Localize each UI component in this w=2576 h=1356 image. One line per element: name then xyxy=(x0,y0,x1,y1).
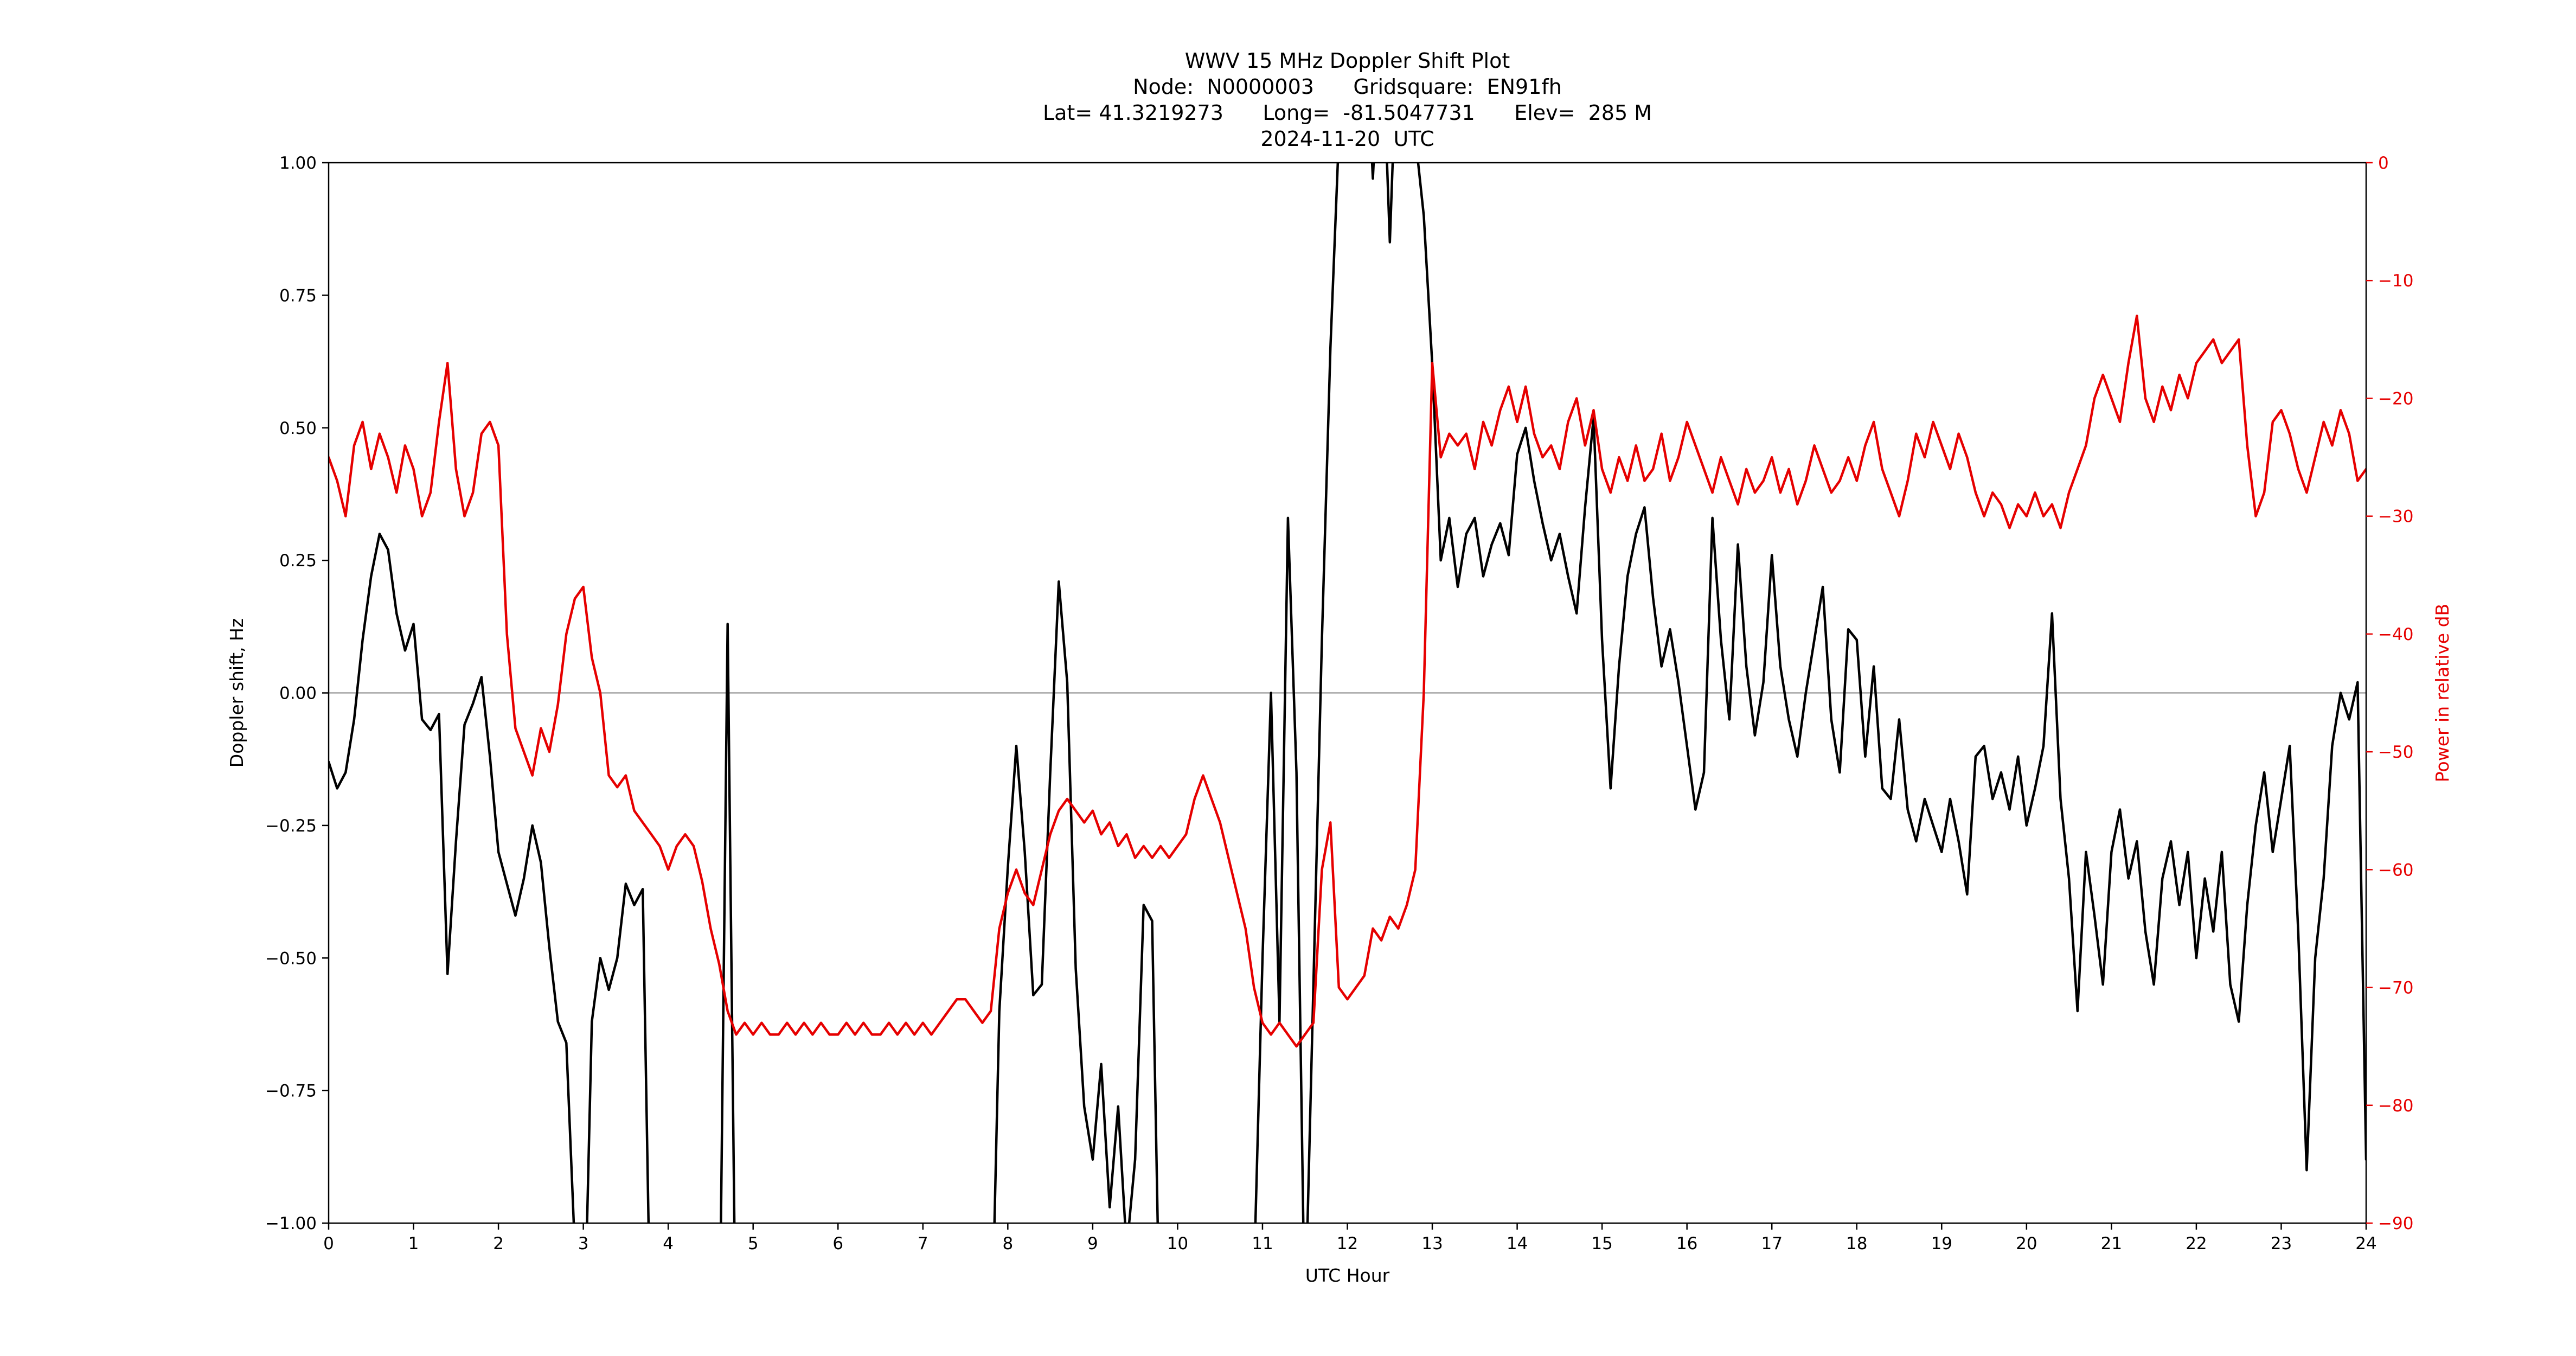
doppler-series-line xyxy=(329,163,2366,1223)
x-tick-label: 6 xyxy=(832,1234,843,1253)
plot-title-date: 2024-11-20 UTC xyxy=(1260,127,1434,151)
plot-title-node: Node: N0000003 Gridsquare: EN91fh xyxy=(1133,75,1562,99)
x-tick-label: 11 xyxy=(1252,1234,1273,1253)
x-tick-label: 19 xyxy=(1931,1234,1952,1253)
y-left-tick-label: 0.50 xyxy=(279,419,317,438)
x-tick-label: 5 xyxy=(748,1234,759,1253)
y-right-tick-label: −60 xyxy=(2378,860,2413,880)
series-group xyxy=(329,163,2366,1223)
x-axis-ticks: 0 1 2 3 4 5 6 7 8 9 10 11 12 13 14 15 16 17 18 19 20 21 22 23 24 xyxy=(323,1223,2377,1253)
y-left-axis-label: Doppler shift, Hz xyxy=(226,618,247,767)
y-left-tick-label: 0.00 xyxy=(279,684,317,703)
x-tick-label: 21 xyxy=(2101,1234,2122,1253)
y-left-tick-label: 0.25 xyxy=(279,551,317,571)
x-tick-label: 24 xyxy=(2355,1234,2376,1253)
y-left-tick-label: −0.75 xyxy=(265,1082,317,1101)
x-tick-label: 16 xyxy=(1676,1234,1697,1253)
x-tick-label: 17 xyxy=(1761,1234,1782,1253)
y-right-tick-label: −80 xyxy=(2378,1096,2413,1116)
x-tick-label: 13 xyxy=(1421,1234,1443,1253)
x-tick-label: 3 xyxy=(578,1234,589,1253)
x-tick-label: 18 xyxy=(1846,1234,1867,1253)
y-right-tick-label: −10 xyxy=(2378,271,2413,291)
y-right-tick-label: −50 xyxy=(2378,743,2413,762)
y-right-tick-label: −90 xyxy=(2378,1214,2413,1233)
x-tick-label: 1 xyxy=(408,1234,419,1253)
x-tick-label: 10 xyxy=(1167,1234,1188,1253)
x-tick-label: 8 xyxy=(1002,1234,1013,1253)
x-tick-label: 4 xyxy=(663,1234,674,1253)
x-tick-label: 9 xyxy=(1087,1234,1098,1253)
y-left-ticks: 1.00 0.75 0.50 0.25 0.00 −0.25 −0.50 −0.75 −1.00 xyxy=(265,153,329,1233)
y-left-tick-label: 0.75 xyxy=(279,286,317,305)
y-right-tick-label: −30 xyxy=(2378,507,2413,527)
plot-title-coords: Lat= 41.3219273 Long= -81.5047731 Elev= … xyxy=(1042,101,1652,125)
x-tick-label: 14 xyxy=(1507,1234,1528,1253)
y-left-tick-label: −1.00 xyxy=(265,1214,317,1233)
x-tick-label: 15 xyxy=(1591,1234,1612,1253)
x-tick-label: 23 xyxy=(2271,1234,2292,1253)
x-tick-label: 12 xyxy=(1337,1234,1358,1253)
y-left-tick-label: −0.25 xyxy=(265,816,317,836)
x-tick-label: 22 xyxy=(2186,1234,2207,1253)
x-tick-label: 2 xyxy=(493,1234,504,1253)
y-right-tick-label: 0 xyxy=(2378,153,2389,173)
y-right-ticks: 0 −10 −20 −30 −40 −50 −60 −70 −80 −90 xyxy=(2366,153,2413,1233)
x-tick-label: 7 xyxy=(918,1234,928,1253)
plot-title-block: WWV 15 MHz Doppler Shift Plot Node: N000… xyxy=(329,48,2366,152)
y-left-tick-label: 1.00 xyxy=(279,153,317,173)
y-right-tick-label: −40 xyxy=(2378,625,2413,644)
x-axis-label: UTC Hour xyxy=(1305,1265,1390,1286)
x-tick-label: 20 xyxy=(2016,1234,2037,1253)
y-right-tick-label: −70 xyxy=(2378,978,2413,998)
y-left-tick-label: −0.50 xyxy=(265,949,317,968)
plot-title-main: WWV 15 MHz Doppler Shift Plot xyxy=(1184,49,1510,73)
x-tick-label: 0 xyxy=(323,1234,334,1253)
y-right-tick-label: −20 xyxy=(2378,389,2413,408)
power-series-line xyxy=(329,315,2366,1048)
y-right-axis-label: Power in relative dB xyxy=(2432,604,2453,782)
